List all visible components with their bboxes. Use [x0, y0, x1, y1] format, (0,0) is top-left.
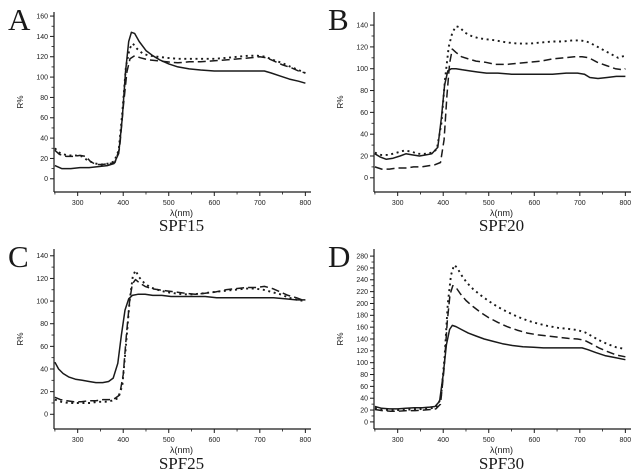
svg-text:240: 240	[356, 277, 368, 284]
svg-text:40: 40	[40, 136, 48, 143]
svg-text:100: 100	[36, 298, 48, 305]
plot-canvas-spf25: 0 20 40 60 80 100 120 140 300 400 500 600 700 800 R% λ(…	[16, 249, 312, 455]
svg-text:400: 400	[437, 200, 449, 207]
plot-canvas-spf30: 0 20 40 60 80 100 120 140 160 180 200 220 240 260 280 3…	[336, 249, 632, 455]
panel-title-spf20: SPF20	[478, 216, 525, 235]
panel-letter-a: A	[8, 2, 31, 37]
svg-text:120: 120	[36, 276, 48, 283]
svg-text:80: 80	[360, 88, 368, 95]
svg-text:60: 60	[360, 110, 368, 117]
svg-text:60: 60	[40, 115, 48, 122]
panel-title-spf30: SPF30	[478, 454, 525, 473]
svg-text:160: 160	[356, 325, 368, 332]
svg-text:120: 120	[356, 44, 368, 51]
svg-text:600: 600	[208, 437, 220, 444]
svg-text:400: 400	[117, 437, 129, 444]
svg-text:λ(nm): λ(nm)	[490, 445, 513, 455]
svg-text:500: 500	[483, 437, 495, 444]
svg-text:20: 20	[360, 153, 368, 160]
svg-text:0: 0	[44, 176, 48, 183]
svg-text:0: 0	[364, 175, 368, 182]
svg-text:40: 40	[360, 396, 368, 403]
panel-letter-b: B	[328, 2, 349, 37]
svg-text:600: 600	[528, 200, 540, 207]
svg-text:140: 140	[356, 336, 368, 343]
svg-text:700: 700	[254, 200, 266, 207]
svg-text:300: 300	[392, 437, 404, 444]
svg-text:0: 0	[364, 419, 368, 426]
plot-canvas-spf20: 0 20 40 60 80 100 120 140 300 400 500 600 700 800 R% λ(…	[336, 12, 632, 218]
chart-panel-spf15: A 0 20 40 60 80 100 120 140 160 300 400 500 600 700 80…	[0, 0, 320, 237]
svg-text:60: 60	[40, 344, 48, 351]
svg-text:λ(nm): λ(nm)	[170, 208, 193, 218]
svg-text:800: 800	[300, 437, 312, 444]
svg-text:800: 800	[620, 200, 632, 207]
svg-text:40: 40	[40, 366, 48, 373]
svg-text:80: 80	[40, 95, 48, 102]
svg-text:λ(nm): λ(nm)	[170, 445, 193, 455]
svg-text:R%: R%	[16, 333, 25, 346]
svg-text:20: 20	[40, 156, 48, 163]
svg-text:700: 700	[254, 437, 266, 444]
plot-canvas-spf15: 0 20 40 60 80 100 120 140 160 300 400 500 600 700 800 R…	[16, 12, 312, 218]
svg-text:60: 60	[360, 384, 368, 391]
svg-text:220: 220	[356, 289, 368, 296]
svg-text:20: 20	[40, 389, 48, 396]
svg-text:300: 300	[72, 437, 84, 444]
svg-text:λ(nm): λ(nm)	[490, 208, 513, 218]
svg-text:500: 500	[163, 437, 175, 444]
panel-title-spf25: SPF25	[158, 454, 205, 473]
svg-text:400: 400	[437, 437, 449, 444]
svg-text:140: 140	[356, 22, 368, 29]
svg-text:400: 400	[117, 200, 129, 207]
panel-letter-c: C	[8, 239, 29, 274]
svg-text:80: 80	[360, 372, 368, 379]
svg-text:700: 700	[574, 437, 586, 444]
svg-text:160: 160	[36, 13, 48, 20]
svg-text:100: 100	[356, 66, 368, 73]
svg-text:R%: R%	[336, 96, 345, 109]
chart-panel-spf25: C 0 20 40 60 80 100 120 140 300 400 500 600 700 800 R%…	[0, 237, 320, 475]
svg-text:300: 300	[72, 200, 84, 207]
chart-panel-spf30: D 0 20 40 60 80 100 120 140 160 180 200 220 240 260 28…	[320, 237, 640, 475]
svg-text:300: 300	[392, 200, 404, 207]
svg-text:100: 100	[36, 74, 48, 81]
svg-text:500: 500	[483, 200, 495, 207]
svg-text:140: 140	[36, 34, 48, 41]
svg-text:80: 80	[40, 321, 48, 328]
svg-text:500: 500	[163, 200, 175, 207]
panel-title-spf15: SPF15	[158, 216, 205, 235]
svg-text:R%: R%	[16, 96, 25, 109]
svg-text:800: 800	[300, 200, 312, 207]
svg-text:200: 200	[356, 301, 368, 308]
svg-text:120: 120	[36, 54, 48, 61]
svg-text:180: 180	[356, 313, 368, 320]
svg-text:600: 600	[528, 437, 540, 444]
chart-panel-spf20: B 0 20 40 60 80 100 120 140 300 400 500 600 700 800 R%…	[320, 0, 640, 237]
svg-text:100: 100	[356, 360, 368, 367]
panel-letter-d: D	[328, 239, 351, 274]
svg-text:120: 120	[356, 348, 368, 355]
svg-text:R%: R%	[336, 333, 345, 346]
svg-text:260: 260	[356, 265, 368, 272]
svg-text:280: 280	[356, 254, 368, 261]
svg-text:800: 800	[620, 437, 632, 444]
svg-text:20: 20	[360, 407, 368, 414]
svg-text:700: 700	[574, 200, 586, 207]
svg-text:40: 40	[360, 132, 368, 139]
svg-text:140: 140	[36, 253, 48, 260]
svg-text:0: 0	[44, 412, 48, 419]
svg-text:600: 600	[208, 200, 220, 207]
